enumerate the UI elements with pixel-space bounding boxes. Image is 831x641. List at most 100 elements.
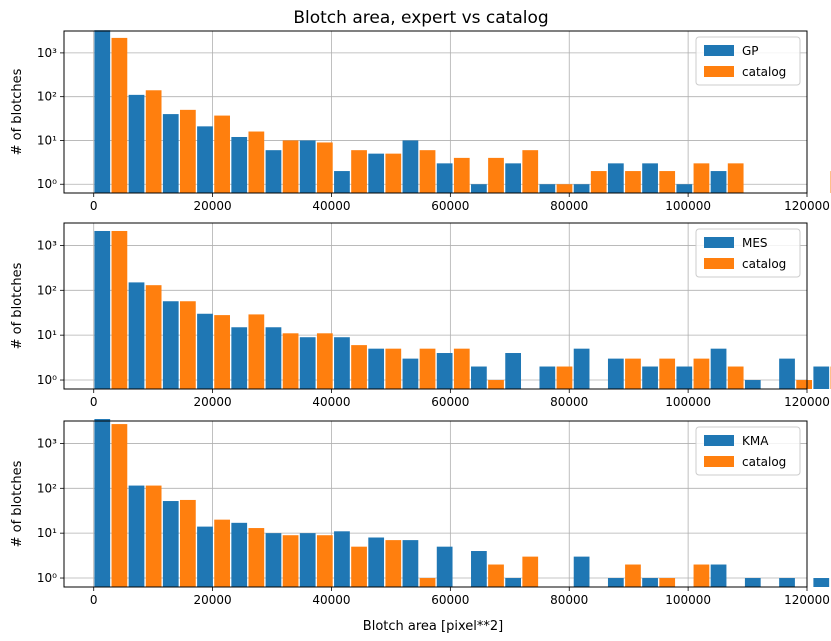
bar-expert — [573, 348, 590, 389]
x-tick-label: 100000 — [665, 593, 711, 607]
y-tick-label: 10³ — [37, 238, 57, 252]
bar-expert — [128, 282, 145, 389]
bar-expert — [94, 230, 111, 389]
x-tick-label: 20000 — [194, 395, 232, 409]
y-axis-label: # of blotches — [10, 262, 25, 349]
bar-expert — [162, 114, 179, 193]
bar-catalog — [556, 184, 573, 193]
bar-expert — [402, 358, 419, 389]
bar-catalog — [385, 153, 402, 193]
x-tick-label: 120000 — [784, 395, 830, 409]
bar-catalog — [419, 578, 436, 587]
bar-expert — [573, 556, 590, 587]
legend-swatch — [704, 258, 734, 269]
y-tick-label: 10¹ — [37, 328, 57, 342]
bar-expert — [231, 136, 248, 193]
x-tick-label: 80000 — [550, 593, 588, 607]
x-tick-label: 60000 — [431, 199, 469, 213]
bar-expert — [471, 184, 487, 193]
bar-catalog — [488, 157, 504, 193]
y-tick-label: 10¹ — [37, 133, 57, 147]
bar-expert — [197, 526, 213, 587]
bar-catalog — [351, 150, 367, 193]
bar-expert — [94, 419, 111, 587]
bar-expert — [744, 578, 761, 587]
bar-catalog — [796, 380, 813, 389]
y-tick-label: 10⁰ — [37, 177, 57, 191]
bar-expert — [402, 540, 419, 587]
x-tick-label: 100000 — [665, 395, 711, 409]
bar-catalog — [111, 424, 128, 587]
x-tick-label: 80000 — [550, 395, 588, 409]
bar-expert — [231, 327, 248, 389]
bar-expert — [539, 184, 556, 193]
bar-expert — [299, 337, 316, 389]
y-tick-label: 10⁰ — [37, 373, 57, 387]
x-tick-label: 40000 — [312, 593, 350, 607]
bar-catalog — [727, 163, 744, 193]
bar-expert — [197, 126, 213, 193]
bar-catalog — [179, 109, 196, 193]
x-tick-label: 100000 — [665, 199, 711, 213]
bar-catalog — [145, 285, 162, 389]
bar-catalog — [282, 333, 299, 389]
bar-catalog — [351, 546, 367, 587]
x-tick-label: 120000 — [784, 199, 830, 213]
axes-frame — [63, 420, 808, 588]
bar-expert — [265, 533, 282, 587]
bar-catalog — [693, 358, 710, 389]
bar-expert — [334, 531, 350, 587]
bar-catalog — [419, 348, 436, 389]
bar-catalog — [590, 171, 607, 193]
legend-label: catalog — [742, 65, 786, 79]
legend-swatch — [704, 66, 734, 77]
bar-catalog — [214, 315, 230, 389]
axes-frame — [63, 30, 808, 194]
bar-expert — [505, 578, 522, 587]
bar-expert — [299, 140, 316, 193]
bar-expert — [471, 551, 487, 587]
bar-expert — [642, 163, 658, 193]
bar-catalog — [385, 540, 402, 587]
y-tick-label: 10⁰ — [37, 571, 57, 585]
bar-catalog — [659, 578, 676, 587]
bar-expert — [162, 301, 179, 389]
bar-expert — [368, 537, 385, 587]
y-tick-label: 10² — [37, 481, 57, 495]
bar-catalog — [693, 163, 710, 193]
bar-catalog — [248, 528, 265, 587]
bar-expert — [265, 150, 282, 193]
bar-expert — [334, 171, 350, 193]
x-tick-label: 20000 — [194, 199, 232, 213]
x-tick-label: 60000 — [431, 593, 469, 607]
x-tick-label: 40000 — [312, 395, 350, 409]
bar-expert — [710, 564, 727, 587]
bar-expert — [676, 366, 693, 389]
y-tick-label: 10² — [37, 90, 57, 104]
bar-expert — [128, 485, 145, 587]
bar-expert — [642, 578, 658, 587]
bar-expert — [813, 366, 830, 389]
bar-expert — [265, 327, 282, 389]
legend-swatch — [704, 45, 734, 56]
bar-expert — [710, 348, 727, 389]
panels-container: 0 20000 40000 60000 80000 100000 120000 10⁰ 10¹ 1… — [10, 30, 831, 607]
bar-catalog — [385, 348, 402, 389]
chart-title: Blotch area, expert vs catalog — [293, 8, 548, 28]
axes-frame — [63, 222, 808, 390]
legend-label: GP — [742, 44, 759, 58]
bar-expert — [676, 184, 693, 193]
bar-expert — [539, 366, 556, 389]
bar-catalog — [419, 150, 436, 193]
bar-catalog — [111, 37, 128, 194]
bar-catalog — [248, 131, 265, 193]
bar-catalog — [214, 519, 230, 587]
bar-expert — [607, 163, 624, 193]
bar-catalog — [453, 157, 470, 193]
bar-catalog — [453, 348, 470, 389]
bar-expert — [779, 358, 795, 389]
bar-expert — [505, 353, 522, 389]
bar-catalog — [316, 535, 333, 587]
legend-label: KMA — [742, 434, 769, 448]
bar-catalog — [522, 150, 539, 193]
